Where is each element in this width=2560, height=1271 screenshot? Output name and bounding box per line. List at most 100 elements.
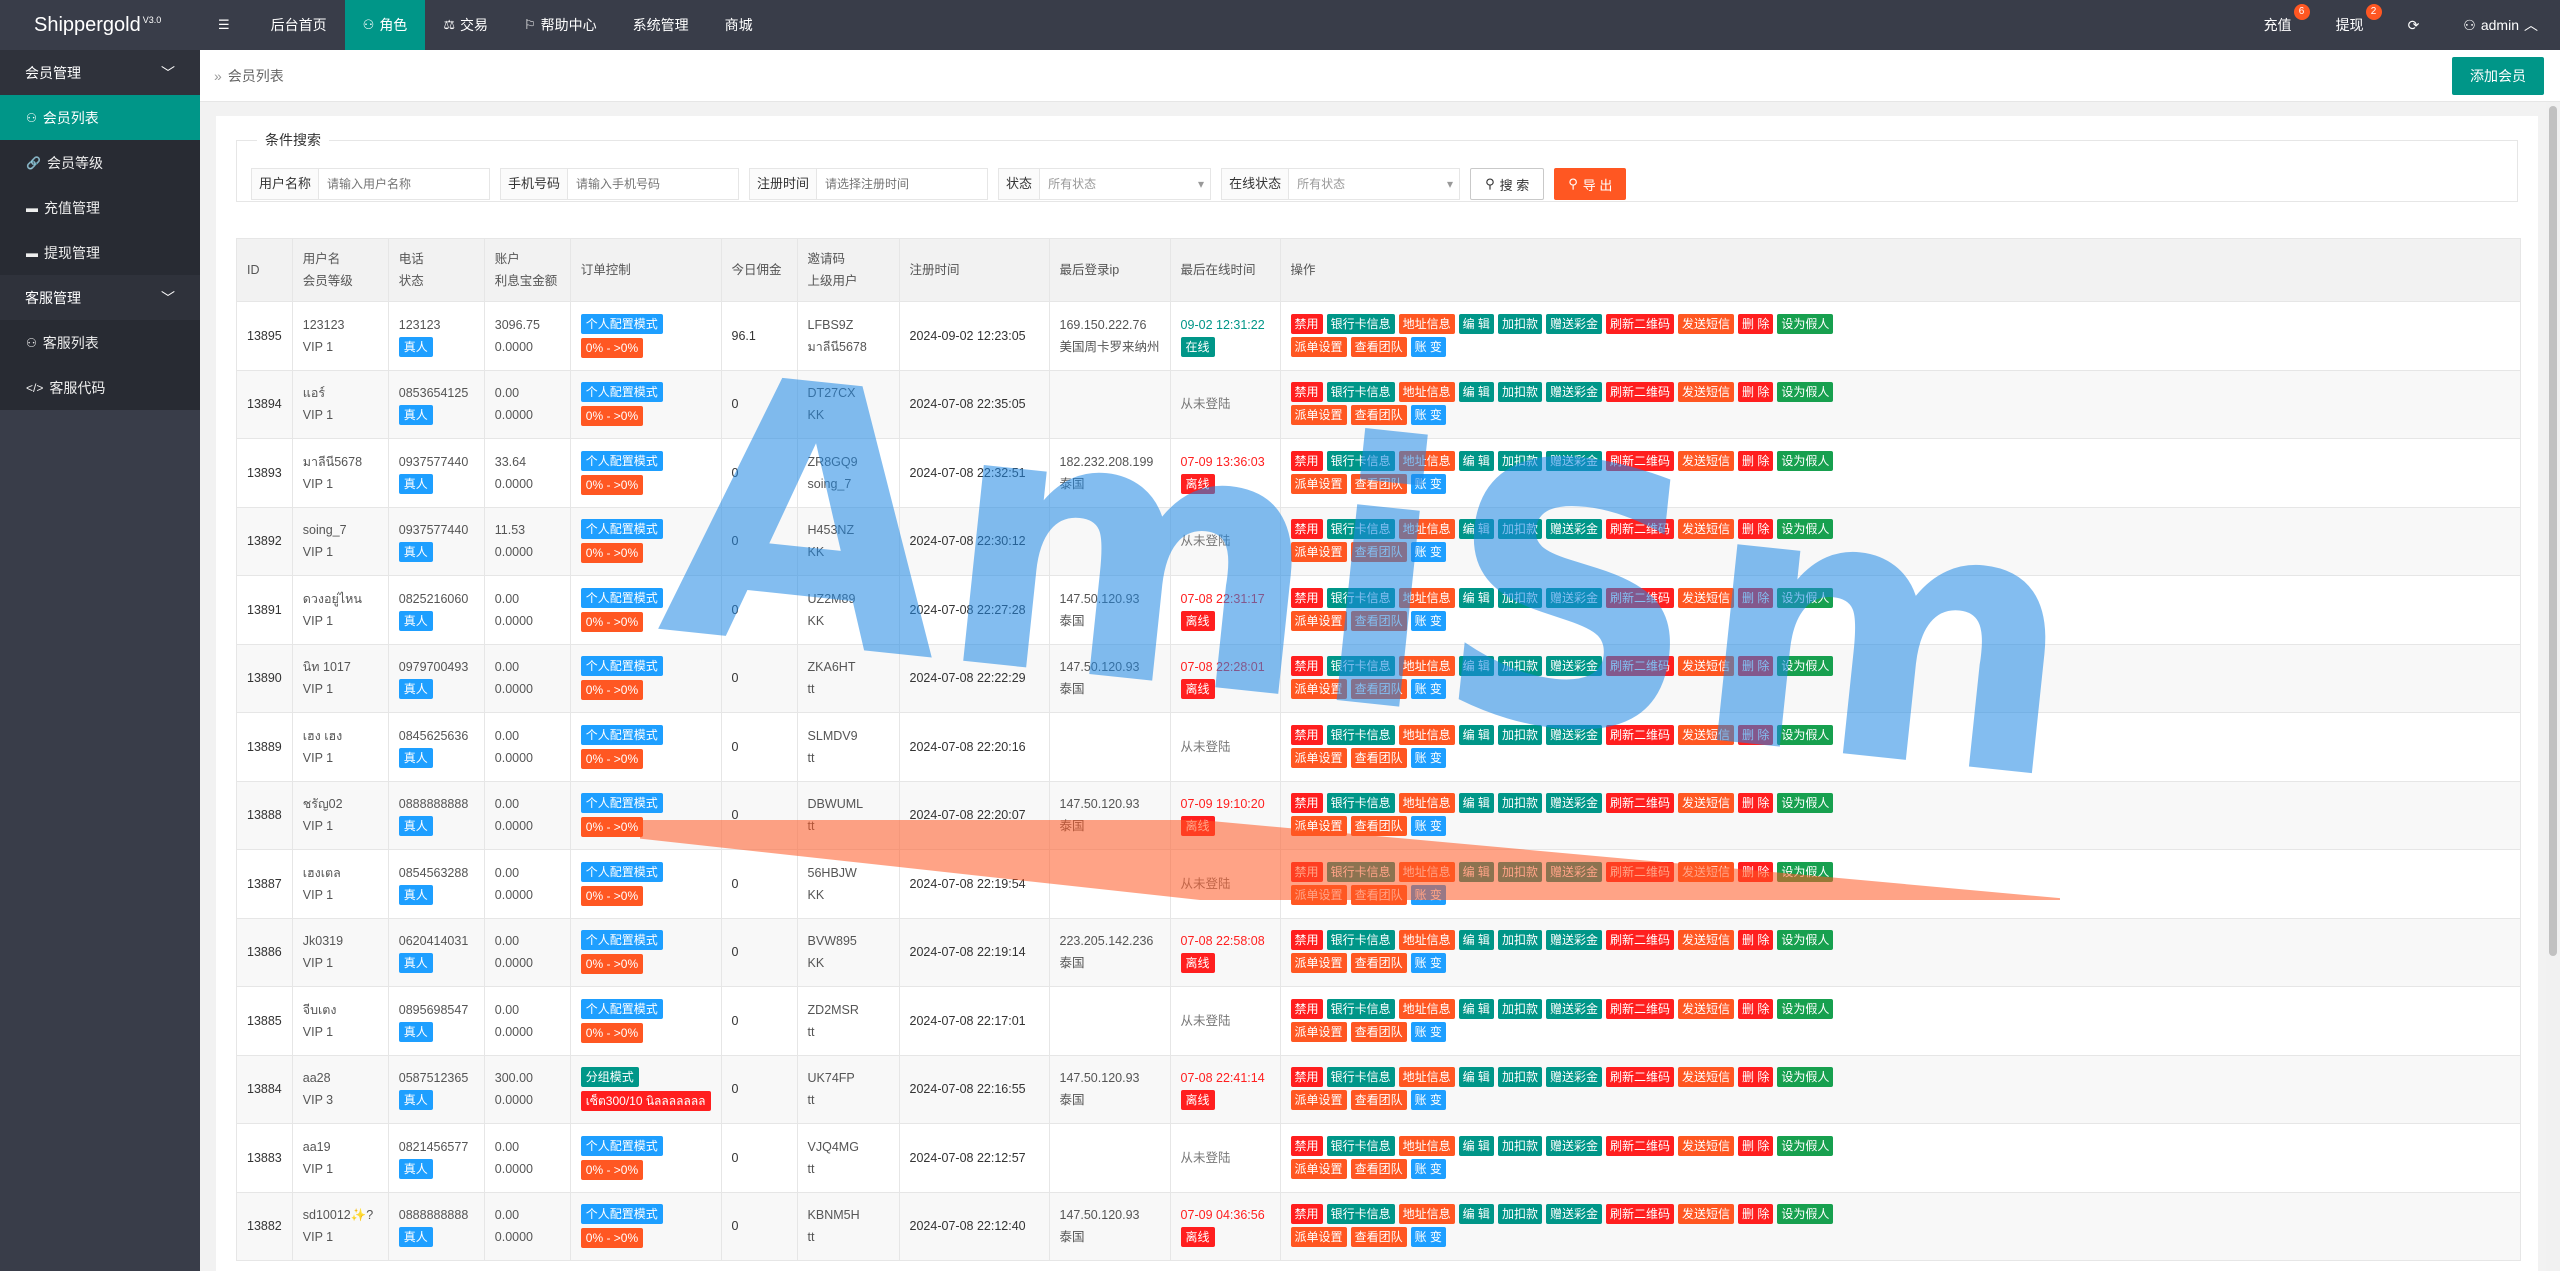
fake-button[interactable]: 设为假人 [1777, 1204, 1834, 1225]
order-range-tag[interactable]: 0% - >0% [580, 1228, 644, 1249]
nav-system[interactable]: 系统管理 [615, 0, 707, 50]
account-button[interactable]: 账 变 [1410, 1158, 1446, 1179]
order-mode-button[interactable]: 个人配置模式 [580, 930, 663, 951]
dispatch-button[interactable]: 派单设置 [1290, 884, 1347, 905]
gift-button[interactable]: 赠送彩金 [1545, 519, 1602, 540]
regtime-input[interactable] [817, 169, 988, 199]
delete-button[interactable]: 删 除 [1738, 519, 1774, 540]
sms-button[interactable]: 发送短信 [1677, 861, 1734, 882]
address-button[interactable]: 地址信息 [1398, 1135, 1455, 1156]
order-range-tag[interactable]: 0% - >0% [580, 748, 644, 769]
edit-button[interactable]: 编 辑 [1458, 793, 1494, 814]
bankcard-button[interactable]: 银行卡信息 [1326, 450, 1395, 471]
sidebar-item[interactable]: 🔗 会员等级 [0, 140, 200, 185]
fake-button[interactable]: 设为假人 [1777, 861, 1834, 882]
fake-button[interactable]: 设为假人 [1777, 930, 1834, 951]
delete-button[interactable]: 删 除 [1738, 724, 1774, 745]
qrcode-button[interactable]: 刷新二维码 [1605, 1135, 1674, 1156]
delete-button[interactable]: 删 除 [1738, 656, 1774, 677]
disable-button[interactable]: 禁用 [1290, 450, 1323, 471]
qrcode-button[interactable]: 刷新二维码 [1605, 382, 1674, 403]
delete-button[interactable]: 删 除 [1738, 1067, 1774, 1088]
disable-button[interactable]: 禁用 [1290, 519, 1323, 540]
order-mode-button[interactable]: 个人配置模式 [580, 1135, 663, 1156]
delete-button[interactable]: 删 除 [1738, 450, 1774, 471]
nav-help[interactable]: ⚐ 帮助中心 [506, 0, 615, 50]
account-button[interactable]: 账 变 [1410, 1227, 1446, 1248]
fake-button[interactable]: 设为假人 [1777, 587, 1834, 608]
adjust-button[interactable]: 加扣款 [1497, 1067, 1542, 1088]
team-button[interactable]: 查看团队 [1350, 1227, 1407, 1248]
edit-button[interactable]: 编 辑 [1458, 519, 1494, 540]
disable-button[interactable]: 禁用 [1290, 382, 1323, 403]
address-button[interactable]: 地址信息 [1398, 382, 1455, 403]
search-button[interactable]: ⚲ 搜 索 [1470, 168, 1545, 200]
adjust-button[interactable]: 加扣款 [1497, 587, 1542, 608]
account-button[interactable]: 账 变 [1410, 816, 1446, 837]
address-button[interactable]: 地址信息 [1398, 519, 1455, 540]
order-mode-button[interactable]: 个人配置模式 [580, 998, 663, 1019]
order-range-tag[interactable]: 0% - >0% [580, 406, 644, 427]
phone-input[interactable] [568, 169, 739, 199]
adjust-button[interactable]: 加扣款 [1497, 656, 1542, 677]
nav-trade[interactable]: ⚖ 交易 [425, 0, 506, 50]
edit-button[interactable]: 编 辑 [1458, 313, 1494, 334]
order-mode-button[interactable]: 个人配置模式 [580, 313, 663, 334]
edit-button[interactable]: 编 辑 [1458, 656, 1494, 677]
fake-button[interactable]: 设为假人 [1777, 656, 1834, 677]
fake-button[interactable]: 设为假人 [1777, 998, 1834, 1019]
order-range-tag[interactable]: 0% - >0% [580, 1022, 644, 1043]
order-mode-button[interactable]: 个人配置模式 [580, 861, 663, 882]
adjust-button[interactable]: 加扣款 [1497, 1204, 1542, 1225]
sidebar-group-support[interactable]: 客服管理 ﹀ [0, 275, 200, 320]
qrcode-button[interactable]: 刷新二维码 [1605, 519, 1674, 540]
order-mode-button[interactable]: 个人配置模式 [580, 1204, 663, 1225]
delete-button[interactable]: 删 除 [1738, 930, 1774, 951]
team-button[interactable]: 查看团队 [1350, 884, 1407, 905]
dispatch-button[interactable]: 派单设置 [1290, 542, 1347, 563]
order-range-tag[interactable]: เซ็ต300/10 นิลลลลลลล [580, 1091, 711, 1112]
dispatch-button[interactable]: 派单设置 [1290, 336, 1347, 357]
sms-button[interactable]: 发送短信 [1677, 519, 1734, 540]
bankcard-button[interactable]: 银行卡信息 [1326, 656, 1395, 677]
sms-button[interactable]: 发送短信 [1677, 1067, 1734, 1088]
qrcode-button[interactable]: 刷新二维码 [1605, 724, 1674, 745]
online-select[interactable]: 所有状态 [1289, 169, 1459, 199]
delete-button[interactable]: 删 除 [1738, 793, 1774, 814]
nav-role[interactable]: ⚇ 角色 [344, 0, 426, 50]
order-range-tag[interactable]: 0% - >0% [580, 885, 644, 906]
sms-button[interactable]: 发送短信 [1677, 450, 1734, 471]
account-button[interactable]: 账 变 [1410, 1021, 1446, 1042]
edit-button[interactable]: 编 辑 [1458, 1204, 1494, 1225]
sidebar-item[interactable]: ⚇ 会员列表 [0, 95, 200, 140]
account-button[interactable]: 账 变 [1410, 884, 1446, 905]
bankcard-button[interactable]: 银行卡信息 [1326, 861, 1395, 882]
dispatch-button[interactable]: 派单设置 [1290, 816, 1347, 837]
order-mode-button[interactable]: 个人配置模式 [580, 519, 663, 540]
bankcard-button[interactable]: 银行卡信息 [1326, 1067, 1395, 1088]
sms-button[interactable]: 发送短信 [1677, 998, 1734, 1019]
sidebar-item[interactable]: ⚇ 客服列表 [0, 320, 200, 365]
sms-button[interactable]: 发送短信 [1677, 724, 1734, 745]
dispatch-button[interactable]: 派单设置 [1290, 610, 1347, 631]
adjust-button[interactable]: 加扣款 [1497, 793, 1542, 814]
gift-button[interactable]: 赠送彩金 [1545, 998, 1602, 1019]
address-button[interactable]: 地址信息 [1398, 1204, 1455, 1225]
qrcode-button[interactable]: 刷新二维码 [1605, 861, 1674, 882]
order-range-tag[interactable]: 0% - >0% [580, 680, 644, 701]
disable-button[interactable]: 禁用 [1290, 861, 1323, 882]
fake-button[interactable]: 设为假人 [1777, 1067, 1834, 1088]
gift-button[interactable]: 赠送彩金 [1545, 724, 1602, 745]
bankcard-button[interactable]: 银行卡信息 [1326, 587, 1395, 608]
edit-button[interactable]: 编 辑 [1458, 1067, 1494, 1088]
order-range-tag[interactable]: 0% - >0% [580, 1159, 644, 1180]
disable-button[interactable]: 禁用 [1290, 1067, 1323, 1088]
gift-button[interactable]: 赠送彩金 [1545, 1204, 1602, 1225]
account-button[interactable]: 账 变 [1410, 953, 1446, 974]
team-button[interactable]: 查看团队 [1350, 1021, 1407, 1042]
sms-button[interactable]: 发送短信 [1677, 930, 1734, 951]
address-button[interactable]: 地址信息 [1398, 793, 1455, 814]
adjust-button[interactable]: 加扣款 [1497, 450, 1542, 471]
sms-button[interactable]: 发送短信 [1677, 382, 1734, 403]
team-button[interactable]: 查看团队 [1350, 405, 1407, 426]
